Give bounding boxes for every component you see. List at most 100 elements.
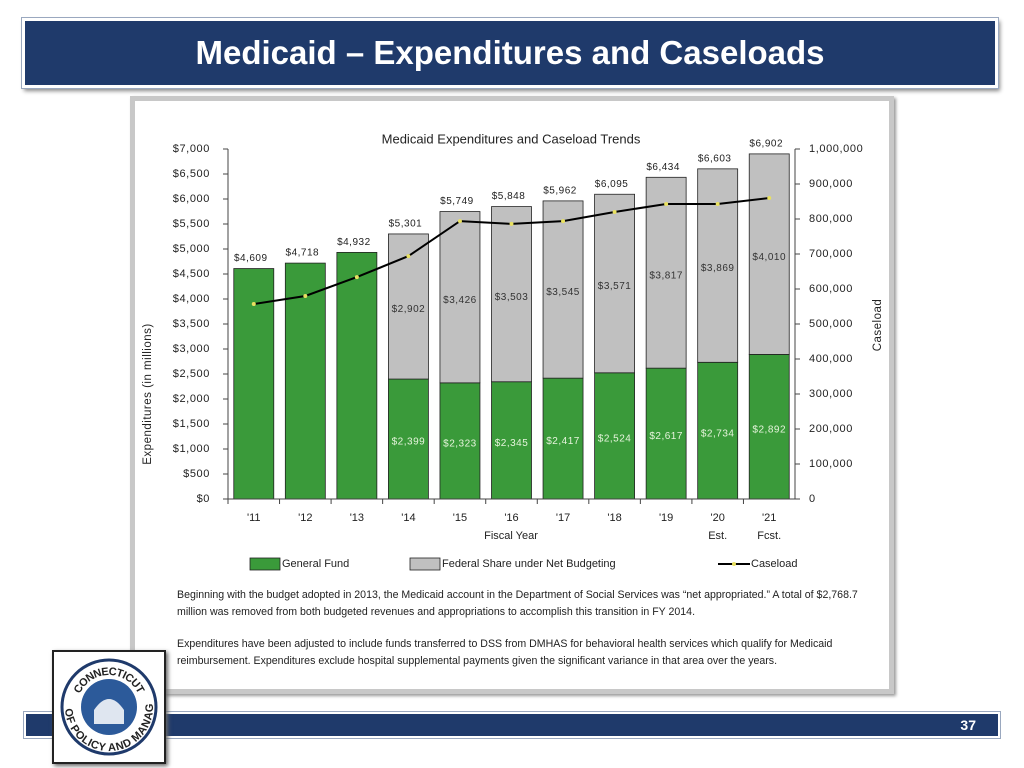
caseload-marker [509,221,514,226]
y-axis-label: Expenditures (in millions) [142,323,154,464]
page-number: 37 [960,717,976,733]
caseload-marker [612,210,617,214]
x-tick-label: '11 [247,512,261,524]
x-tick-label: '13 [350,512,364,524]
y-tick-label: $5,000 [173,243,210,255]
data-label: $2,345 [495,438,529,449]
total-label: $4,932 [337,237,371,248]
data-label: $4,010 [752,252,786,263]
slide-title: Medicaid – Expenditures and Caseloads [195,34,825,71]
bar-segment [284,262,326,500]
bar-segment [748,353,790,500]
bar-segment [697,168,739,363]
logo: CONNECTICUT OFFICE OF POLICY AND MANAGEM… [49,646,166,764]
bar-segment [388,378,429,500]
legend-marker [732,562,736,566]
y2-tick-label: 0 [809,493,816,505]
total-label: $5,962 [543,186,577,197]
bar-segment [645,176,687,369]
data-label: $3,869 [701,263,735,274]
chart-title: Medicaid Expenditures and Caseload Trend… [382,131,641,146]
y2-tick-label: 600,000 [809,283,853,295]
bar-segment [697,361,739,500]
x-tick-label: '16 [504,512,518,524]
y2-tick-label: 700,000 [809,248,853,260]
caseload-marker [406,254,411,259]
y2-tick-label: 100,000 [809,458,853,470]
y2-tick-label: 200,000 [809,423,853,435]
y-tick-label: $3,500 [173,318,210,330]
data-label: $3,571 [598,281,632,292]
caseload-marker [457,219,462,224]
data-label: $2,524 [598,434,632,445]
caseload-marker [664,201,669,206]
total-label: $4,718 [286,248,320,259]
y-tick-label: $0 [197,493,210,505]
chart: Medicaid Expenditures and Caseload Trend… [142,131,884,571]
y-tick-label: $2,500 [173,368,210,380]
data-label: $2,892 [752,424,786,435]
x-tick-label: '15 [453,512,467,524]
legend-swatch [409,557,441,571]
data-label: $3,817 [649,270,683,281]
caseload-marker [303,294,308,298]
bar-segment [233,268,275,500]
y-tick-label: $1,000 [173,443,210,455]
bar-segment [748,153,790,355]
y-tick-label: $4,000 [173,293,210,305]
y-tick-label: $5,500 [173,218,210,230]
y2-tick-label: 500,000 [809,318,853,330]
footer-bar: 37 [24,712,1000,738]
seal-dome [94,699,124,724]
total-label: $4,609 [234,253,268,264]
caseload-marker [561,219,566,224]
y-tick-label: $500 [183,468,210,480]
total-label: $6,902 [749,139,783,150]
note: Beginning with the budget adopted in 201… [177,589,858,618]
total-label: $5,301 [389,219,423,230]
x-tick-label: '12 [298,512,312,524]
x-tick-label: '21 [762,512,776,524]
data-label: $2,734 [701,428,735,439]
y-tick-label: $4,500 [173,268,210,280]
y2-tick-label: 1,000,000 [809,143,863,155]
caseload-marker [715,201,720,206]
total-label: $6,603 [698,153,732,164]
bar-segment [491,206,532,383]
x-axis-label: Fiscal Year [484,530,538,542]
note: Expenditures have been adjusted to inclu… [177,638,833,667]
y2-tick-label: 900,000 [809,178,853,190]
y-tick-label: $6,000 [173,193,210,205]
data-label: $3,426 [443,295,477,306]
bar-segment [645,367,687,500]
header-bar: Medicaid – Expenditures and Caseloads [22,18,998,88]
bar-segment [542,200,584,379]
bar-segment [439,211,481,384]
x-tick-label: '18 [607,512,621,524]
data-label: $3,545 [546,287,580,298]
legend-swatch [249,557,281,571]
y-tick-label: $1,500 [173,418,210,430]
y-tick-label: $6,500 [173,168,210,180]
bar-segment [594,193,635,374]
total-label: $6,434 [646,162,680,173]
legend-label: General Fund [282,558,349,570]
bar-segment [388,233,429,380]
y2-axis-label: Caseload [872,299,884,352]
x-tick-label: '14 [401,512,415,524]
data-label: $2,417 [546,436,580,447]
legend-label: Federal Share under Net Budgeting [442,558,616,570]
legend-label: Caseload [751,558,797,570]
y2-tick-label: 800,000 [809,213,853,225]
data-label: $2,617 [649,431,683,442]
data-label: $3,503 [495,292,529,303]
x-sublabel: Fcst. [757,530,781,542]
x-tick-label: '17 [556,512,570,524]
y2-tick-label: 400,000 [809,353,853,365]
total-label: $5,848 [492,191,526,202]
bar-segment [542,377,584,500]
caseload-marker [251,302,256,307]
caseload-marker [354,275,359,280]
y-tick-label: $3,000 [173,343,210,355]
